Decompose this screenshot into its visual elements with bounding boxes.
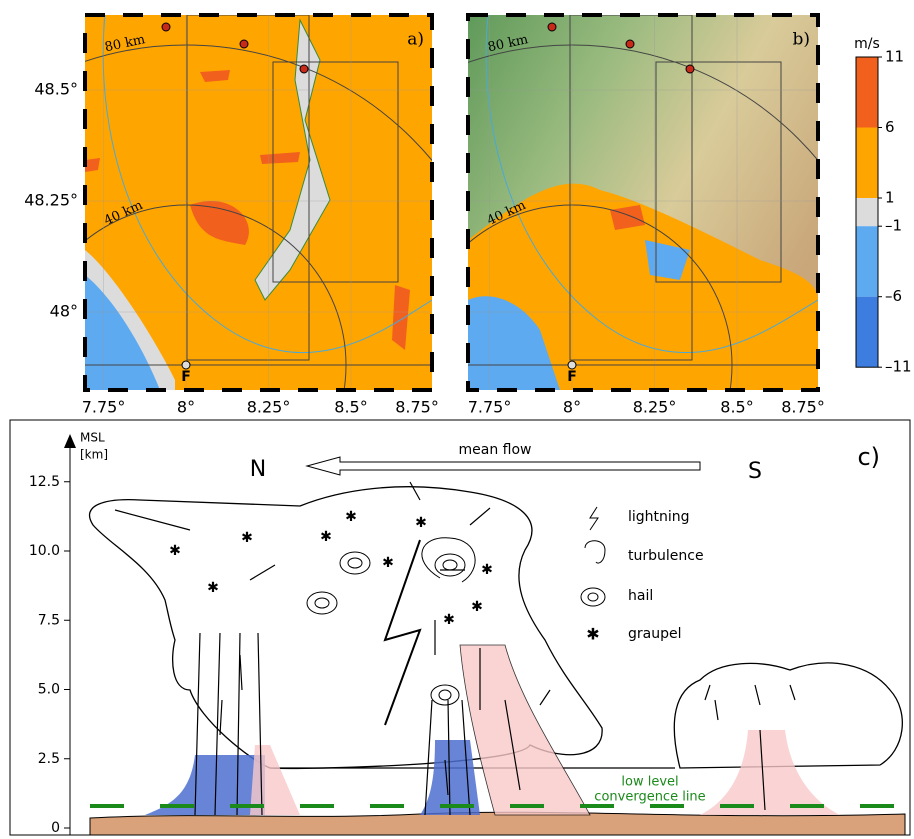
panel-label: b) [792, 30, 810, 50]
lat-label: 48.5° [34, 80, 78, 99]
convergence-label: low level [621, 775, 678, 790]
graupel-mark: ✱ [481, 562, 493, 578]
lon-label: 7.75° [82, 398, 126, 417]
graupel-mark: ✱ [382, 555, 394, 571]
colorbar-segment [856, 57, 878, 128]
graupel-mark: ✱ [241, 530, 253, 546]
y-tick-label: 10.0 [29, 543, 60, 559]
graupel-mark: ✱ [207, 580, 219, 596]
strong-area [200, 70, 230, 82]
site [568, 361, 576, 369]
panel-label: c) [857, 443, 880, 471]
convergence-label: convergence line [594, 790, 705, 805]
graupel-mark: ✱ [169, 543, 181, 559]
colorbar-label: 11 [885, 48, 904, 66]
axis-label: MSL [80, 431, 105, 445]
legend-label: turbulence [628, 548, 704, 564]
south-label: S [748, 459, 762, 484]
colorbar-label: –11 [885, 358, 912, 376]
site-label: F [567, 369, 577, 385]
station [686, 65, 694, 73]
ground [90, 812, 905, 835]
north-label: N [250, 457, 266, 482]
figure: ✱ ✱ ✱ ✱ ✱ ✱ ✱ ✱ ✱ ✱ mean flow N S c) ✱ l… [0, 0, 914, 839]
colorbar-segment [856, 297, 878, 368]
legend-symbol [588, 593, 598, 601]
colorbar-segment [856, 198, 878, 226]
station [240, 40, 248, 48]
axis-arrow [64, 434, 76, 448]
legend-symbol [581, 588, 605, 606]
panel-label: a) [407, 30, 424, 50]
graupel-mark: ✱ [415, 515, 427, 531]
flow-arrow [307, 457, 700, 475]
lat-label: 48° [50, 302, 78, 321]
lat-label: 48.25° [24, 191, 78, 210]
lon-label: 8.75° [395, 398, 439, 417]
flow-label: mean flow [459, 442, 532, 458]
station [548, 23, 556, 31]
lon-label: 8.5° [334, 398, 367, 417]
legend-symbol [590, 507, 598, 530]
legend-label: hail [628, 588, 653, 604]
y-tick-label: 0 [51, 820, 60, 836]
colorbar-label: 6 [885, 118, 895, 136]
station [626, 40, 634, 48]
site [182, 361, 190, 369]
graupel-mark: ✱ [320, 529, 332, 545]
axis-label: [km] [80, 448, 108, 462]
lon-label: 8° [177, 398, 195, 417]
lon-label: 8° [563, 398, 581, 417]
site-label: F [181, 369, 191, 385]
colorbar-label: 1 [885, 189, 895, 207]
colorbar-unit: m/s [854, 36, 880, 52]
lon-label: 8.5° [720, 398, 753, 417]
colorbar-segment [856, 128, 878, 199]
legend-label: lightning [628, 509, 690, 525]
legend-symbol [585, 541, 605, 563]
graupel-mark: ✱ [471, 599, 483, 615]
station [300, 65, 308, 73]
legend-label: graupel [628, 626, 681, 642]
colorbar-label: –6 [885, 287, 902, 305]
graupel-mark: ✱ [443, 612, 455, 628]
graupel-mark: ✱ [345, 509, 357, 525]
y-tick-label: 7.5 [38, 612, 60, 628]
y-tick-label: 5.0 [38, 682, 60, 698]
lon-label: 7.75° [468, 398, 512, 417]
lon-label: 8.75° [781, 398, 825, 417]
legend-symbol: ✱ [586, 625, 599, 644]
strong-area [85, 158, 100, 172]
y-tick-label: 2.5 [38, 751, 60, 767]
y-tick-label: 12.5 [29, 474, 60, 490]
lon-label: 8.25° [633, 398, 677, 417]
lon-label: 8.25° [247, 398, 291, 417]
colorbar-label: –1 [885, 217, 902, 235]
colorbar-segment [856, 226, 878, 297]
station [162, 23, 170, 31]
